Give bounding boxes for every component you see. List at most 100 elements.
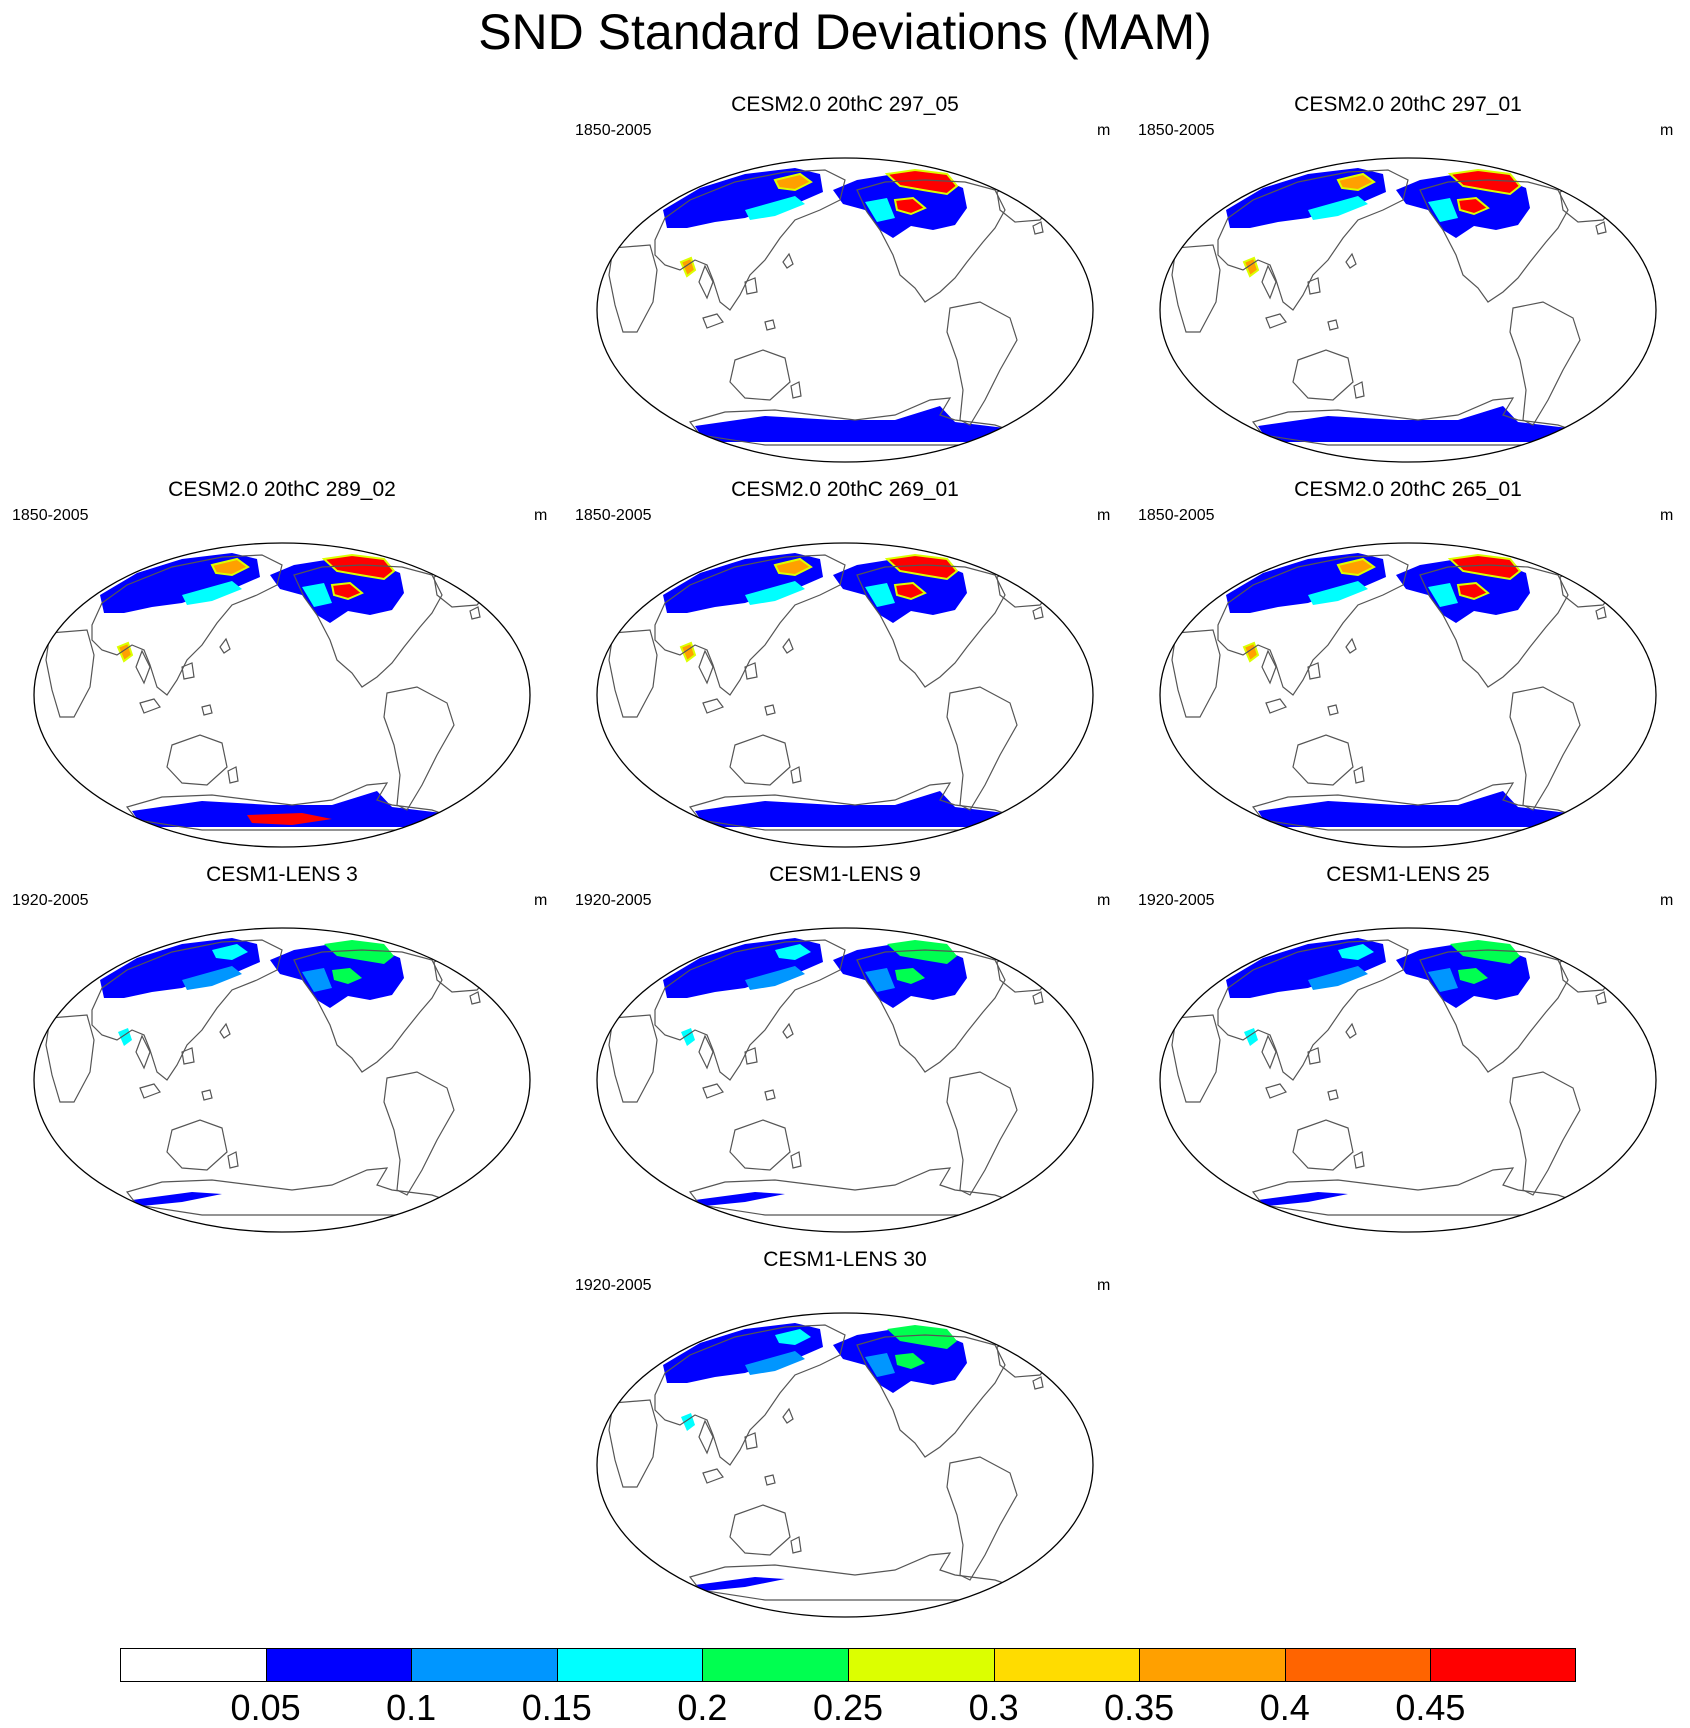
coastline bbox=[1307, 662, 1321, 680]
coastline bbox=[1307, 277, 1321, 295]
coastline bbox=[1261, 1034, 1277, 1070]
coastline bbox=[856, 1334, 1006, 1458]
antarctic-snow bbox=[1258, 406, 1568, 442]
colorbar-label: 0.05 bbox=[230, 1687, 301, 1728]
coastline bbox=[201, 704, 213, 716]
snow-field-moderate bbox=[745, 966, 805, 990]
snow-field-moderate bbox=[745, 1351, 805, 1375]
colorbar-box bbox=[702, 1648, 848, 1682]
coastline bbox=[1419, 564, 1569, 688]
panel-units: m bbox=[1660, 892, 1674, 909]
coastline bbox=[91, 939, 283, 1081]
panel-title: CESM2.0 20thC 297_05 bbox=[731, 93, 959, 116]
snow-field-moderate bbox=[182, 966, 242, 990]
panel-title: CESM1-LENS 3 bbox=[206, 863, 358, 886]
coastline bbox=[698, 1419, 714, 1455]
snow-hotspot bbox=[1336, 557, 1376, 577]
map-boundary bbox=[33, 927, 531, 1233]
coastline bbox=[688, 782, 1017, 831]
coastline bbox=[469, 991, 481, 1005]
antarctic-snow bbox=[695, 1577, 785, 1591]
snow-hotspot bbox=[1338, 944, 1374, 960]
coastline bbox=[383, 1071, 455, 1196]
coastline bbox=[782, 1022, 794, 1039]
coastline bbox=[764, 1474, 776, 1486]
coastline bbox=[782, 637, 794, 654]
snow-hotspot bbox=[773, 172, 813, 192]
coastline bbox=[764, 704, 776, 716]
coastline bbox=[1509, 1071, 1581, 1196]
snow-field-moderate bbox=[865, 1353, 895, 1377]
coastline bbox=[139, 1083, 161, 1099]
snow-field-moderate bbox=[745, 196, 805, 220]
coastline bbox=[1292, 1119, 1354, 1171]
coastline bbox=[782, 1407, 794, 1424]
colorbar-box bbox=[120, 1648, 266, 1682]
antarctic-hotspot bbox=[247, 813, 332, 825]
panel-title: CESM1-LENS 30 bbox=[763, 1248, 927, 1271]
coastline bbox=[744, 277, 758, 295]
snow-hotspot bbox=[895, 968, 925, 984]
coastline bbox=[1171, 629, 1221, 718]
colorbar-label: 0.45 bbox=[1395, 1687, 1466, 1728]
coastline bbox=[698, 1034, 714, 1070]
panel-units: m bbox=[1097, 892, 1111, 909]
coastline bbox=[1261, 264, 1277, 300]
colorbar-bar bbox=[120, 1648, 1576, 1682]
coastline bbox=[698, 264, 714, 300]
snow-field-moderate bbox=[865, 583, 895, 607]
coastline bbox=[1419, 949, 1569, 1073]
map-boundary bbox=[596, 157, 1094, 463]
coastline bbox=[1353, 1151, 1365, 1169]
coastline bbox=[1032, 606, 1044, 620]
map-panel: CESM2.0 20thC 265_01 1850-2005 m bbox=[1128, 477, 1688, 857]
map-panel: CESM2.0 20thC 289_02 1850-2005 m bbox=[2, 477, 562, 857]
coastline bbox=[135, 649, 151, 685]
coastline bbox=[790, 766, 802, 784]
coastline bbox=[702, 1468, 724, 1484]
map-boundary bbox=[1159, 542, 1657, 848]
map-panel: CESM1-LENS 25 1920-2005 m bbox=[1128, 862, 1688, 1242]
snow-hotspot bbox=[212, 944, 248, 960]
panel-period: 1850-2005 bbox=[575, 122, 652, 139]
coastline bbox=[654, 169, 846, 311]
coastline bbox=[946, 301, 1018, 426]
colorbar-box bbox=[556, 1648, 703, 1682]
snow-hotspot bbox=[1456, 196, 1490, 216]
coastline bbox=[608, 1399, 658, 1488]
coastline bbox=[166, 734, 228, 786]
panel-units: m bbox=[534, 892, 548, 909]
coastline bbox=[946, 1071, 1018, 1196]
coastline bbox=[608, 629, 658, 718]
snow-hotspot bbox=[1458, 968, 1488, 984]
coastline bbox=[1327, 704, 1339, 716]
colorbar-label: 0.15 bbox=[521, 1687, 592, 1728]
coastline bbox=[1595, 991, 1607, 1005]
snow-hotspot bbox=[332, 968, 362, 984]
antarctic-snow bbox=[1258, 791, 1568, 827]
snow-hotspot bbox=[773, 557, 813, 577]
map-panel: CESM1-LENS 9 1920-2005 m bbox=[565, 862, 1125, 1242]
snow-hotspot bbox=[324, 940, 394, 964]
snow-hotspot bbox=[330, 581, 364, 601]
snow-hotspot bbox=[887, 1325, 957, 1349]
coastline bbox=[1353, 766, 1365, 784]
snow-hotspot bbox=[1450, 940, 1520, 964]
world-map bbox=[33, 542, 531, 848]
coastline bbox=[729, 734, 791, 786]
coastline bbox=[1509, 686, 1581, 811]
map-boundary bbox=[596, 927, 1094, 1233]
coastline bbox=[1419, 179, 1569, 303]
panel-period: 1920-2005 bbox=[12, 892, 89, 909]
coastline bbox=[91, 554, 283, 696]
panel-period: 1920-2005 bbox=[575, 1277, 652, 1294]
coastline bbox=[856, 564, 1006, 688]
coastline bbox=[702, 1083, 724, 1099]
map-panel: CESM2.0 20thC 269_01 1850-2005 m bbox=[565, 477, 1125, 857]
coastline bbox=[1251, 397, 1580, 446]
colorbar-label: 0.35 bbox=[1104, 1687, 1175, 1728]
colorbar-box bbox=[1284, 1648, 1431, 1682]
coastline bbox=[702, 698, 724, 714]
snow-field-moderate bbox=[1428, 198, 1458, 222]
snow-hotspot bbox=[884, 553, 959, 581]
